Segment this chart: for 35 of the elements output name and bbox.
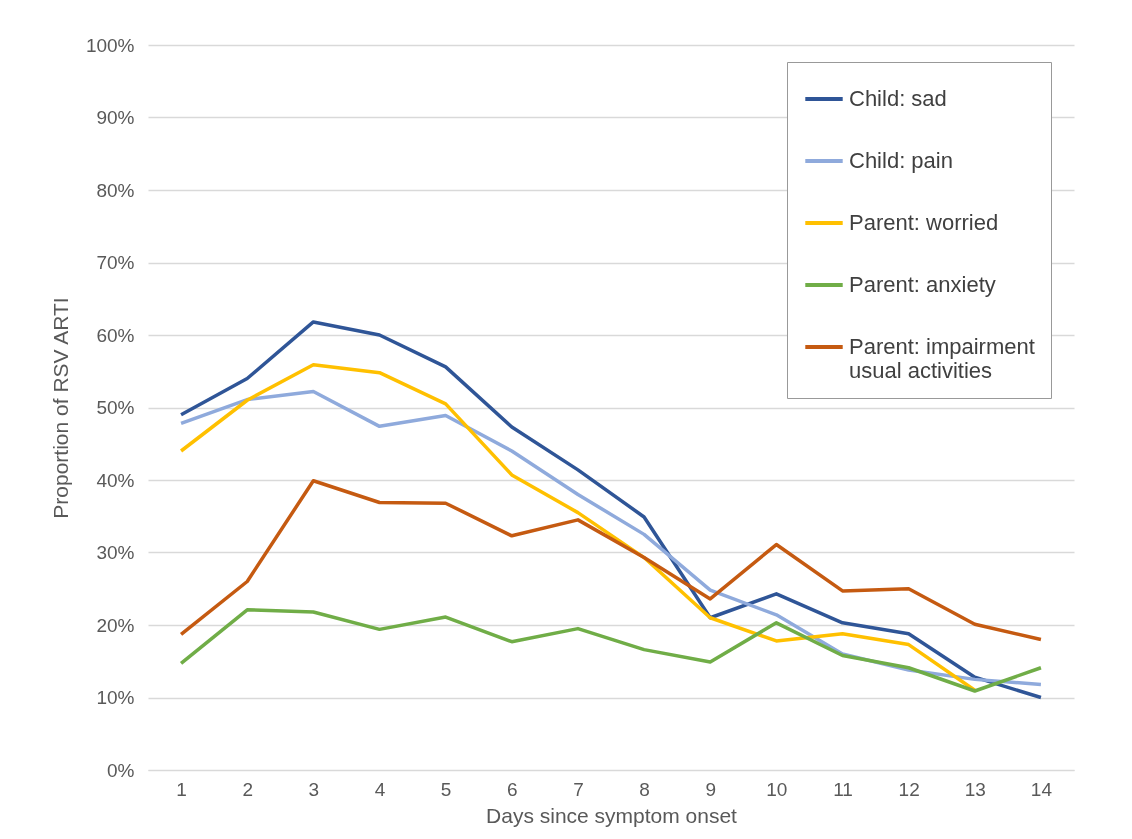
y-tick-label: 50% xyxy=(96,397,135,418)
x-axis-title: Days since symptom onset xyxy=(486,803,738,827)
x-tick-label: 6 xyxy=(507,778,518,800)
y-tick-label: 100% xyxy=(85,34,135,56)
y-tick-label: 10% xyxy=(96,687,135,708)
x-tick-label: 8 xyxy=(639,778,650,800)
x-tick-label: 10 xyxy=(766,778,788,800)
x-tick-label: 14 xyxy=(1030,778,1053,800)
x-tick-label: 5 xyxy=(440,778,452,800)
legend-label: Parent: worried xyxy=(849,210,999,235)
x-tick-label: 4 xyxy=(374,778,386,800)
y-tick-label: 30% xyxy=(96,542,135,563)
x-tick-label: 7 xyxy=(573,778,584,800)
y-tick-label: 70% xyxy=(96,252,135,273)
y-tick-label: 90% xyxy=(96,107,135,128)
x-tick-label: 9 xyxy=(705,778,716,800)
line-series xyxy=(179,478,1043,642)
line-series xyxy=(179,608,1043,693)
legend-label: Parent: anxiety xyxy=(849,272,996,297)
x-tick-label: 2 xyxy=(242,778,253,800)
x-tick-label: 12 xyxy=(898,778,920,800)
y-axis-title: Proportion of RSV ARTI xyxy=(48,297,72,519)
x-tick-label: 13 xyxy=(964,778,986,800)
legend-label: Child: pain xyxy=(849,148,953,173)
y-tick-label: 60% xyxy=(96,324,135,346)
y-tick-label: 20% xyxy=(96,614,135,636)
x-tick-label: 11 xyxy=(833,778,853,800)
y-tick-label: 40% xyxy=(96,469,135,491)
y-tick-label: 80% xyxy=(96,179,135,201)
legend-label: Parent: impairment usual activities xyxy=(849,334,1035,383)
line-series xyxy=(179,320,1043,700)
x-tick-label: 1 xyxy=(176,778,187,800)
y-tick-label: 0% xyxy=(107,759,135,781)
legend-label: Child: sad xyxy=(849,86,947,111)
x-tick-label: 3 xyxy=(308,778,320,800)
